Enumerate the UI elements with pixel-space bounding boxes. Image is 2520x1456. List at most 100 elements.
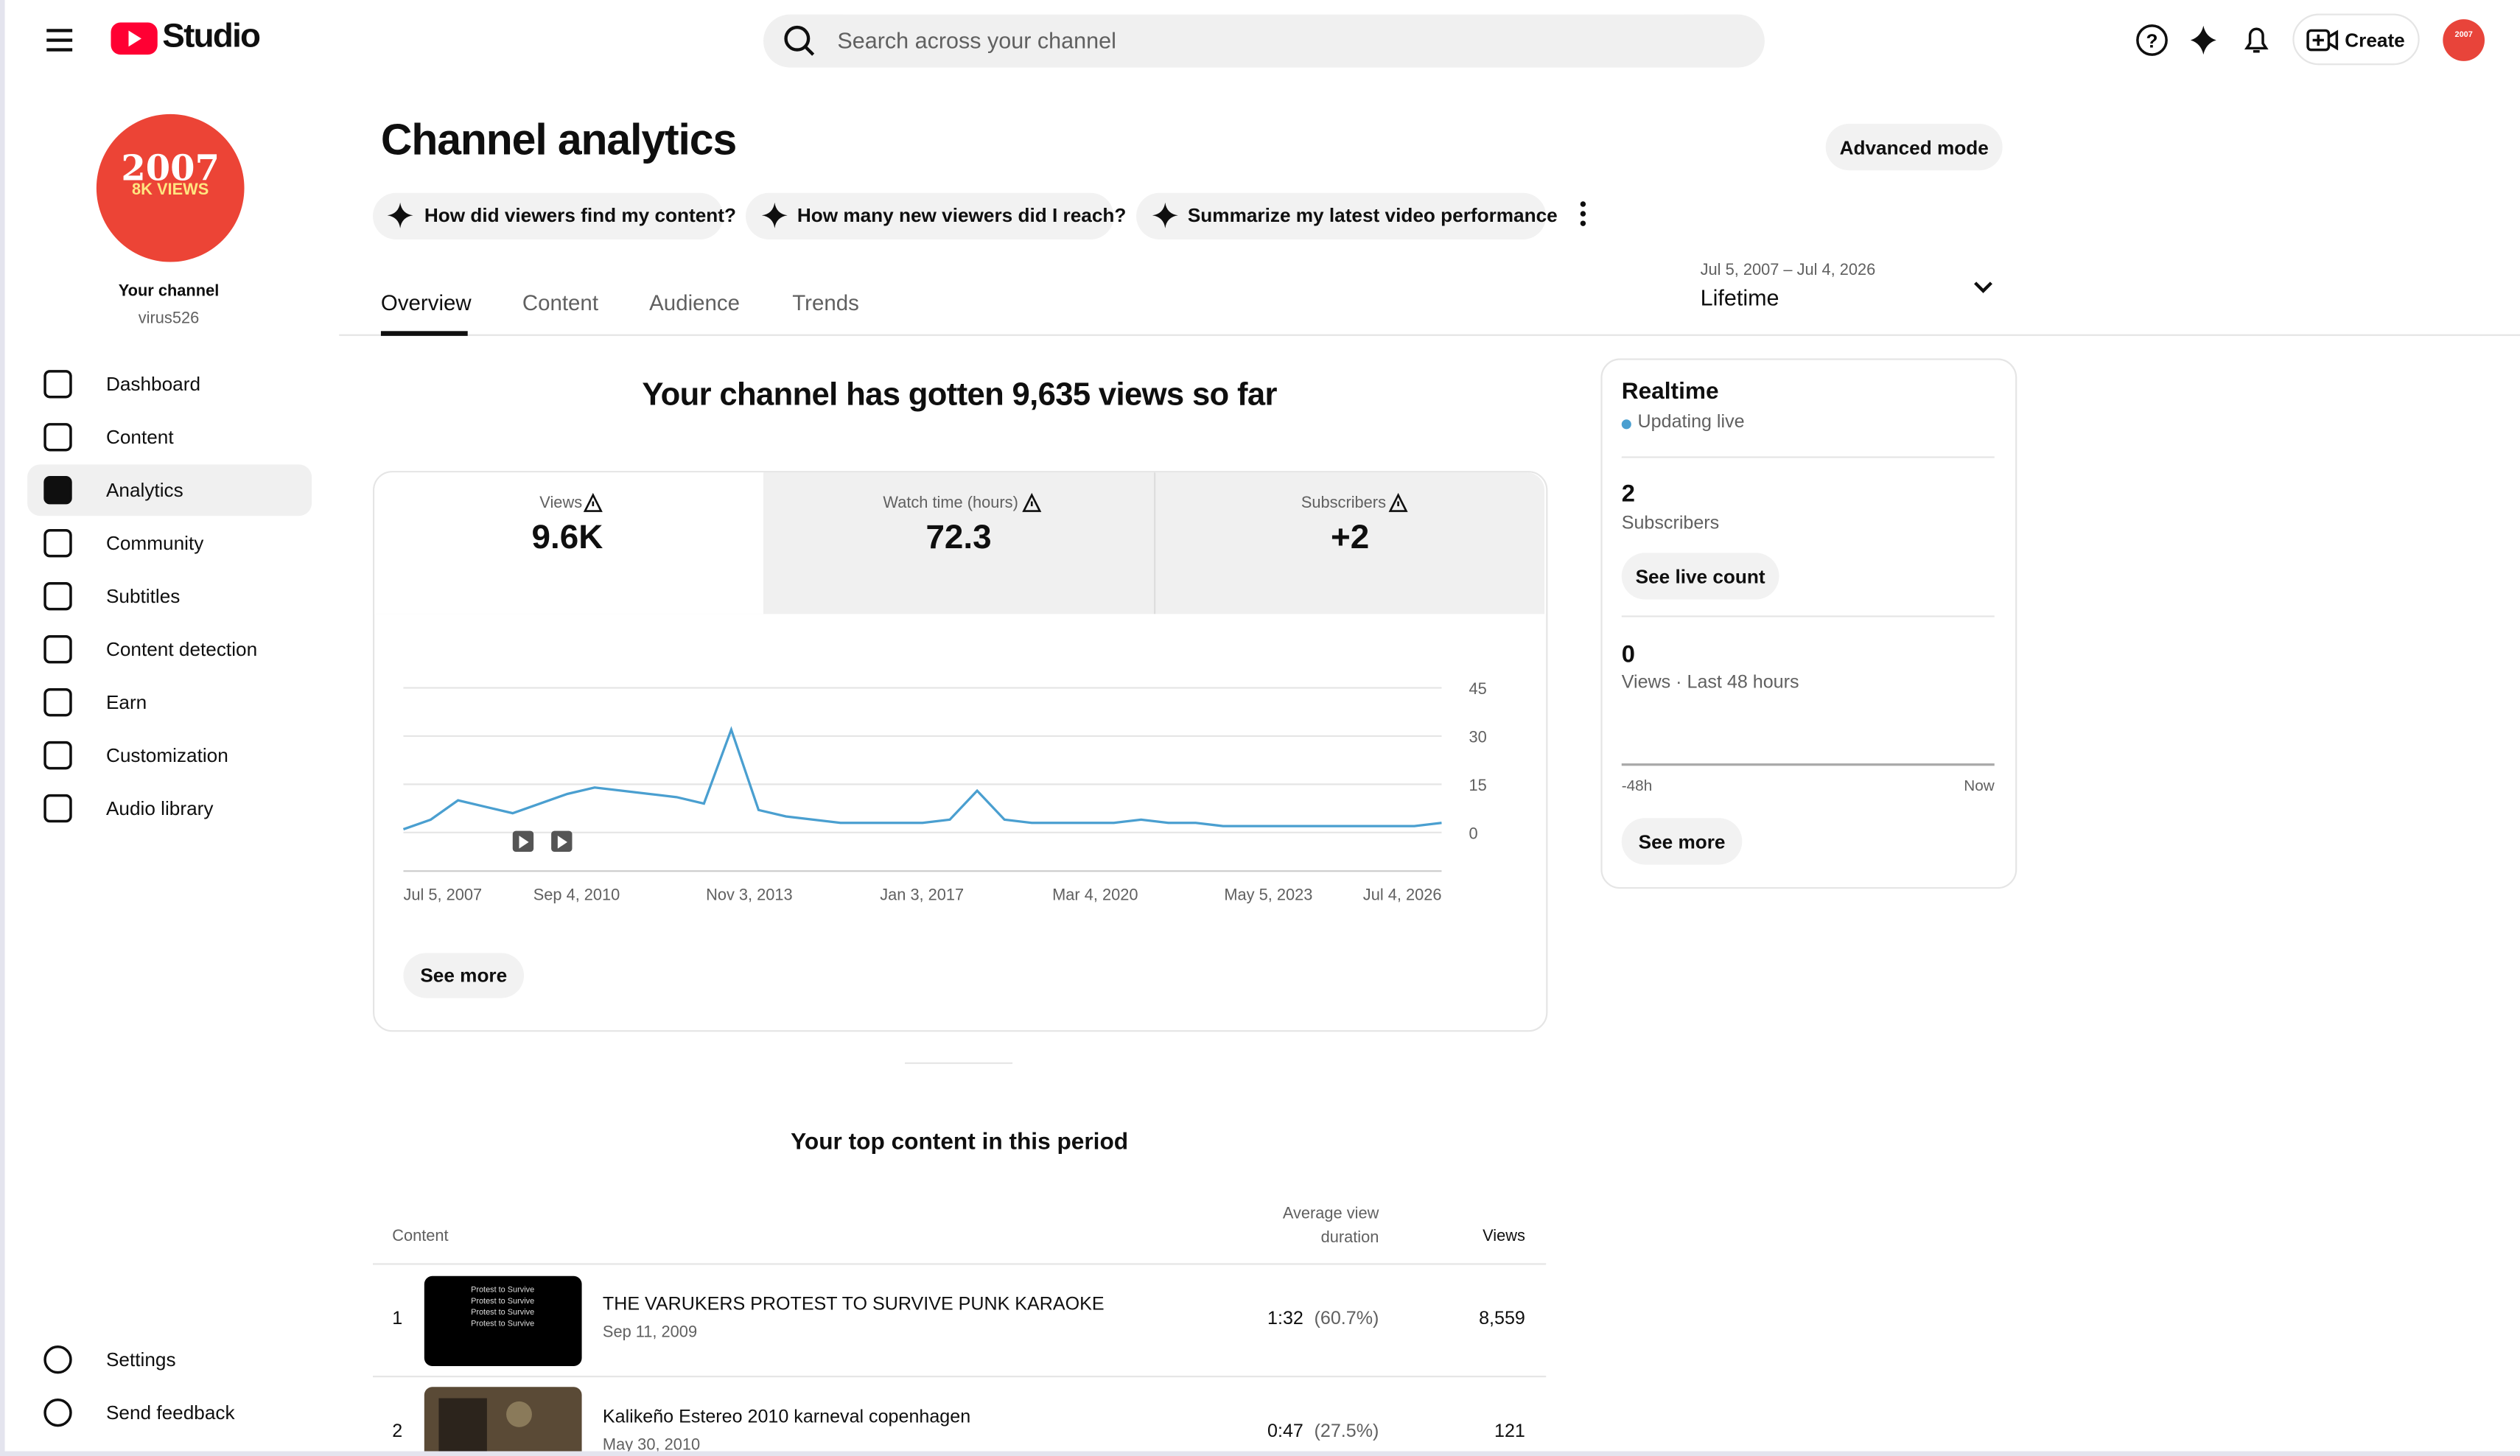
metric-active <box>374 472 764 615</box>
nav-item[interactable]: Analytics <box>105 478 183 502</box>
tab[interactable]: Audience <box>649 290 740 315</box>
realtime-views-label: Views · Last 48 hours <box>1621 673 1799 693</box>
y-tick-label: 0 <box>1469 825 1478 843</box>
thumb-text: Protest to Survive <box>471 1285 535 1295</box>
tab[interactable]: Content <box>522 290 599 315</box>
nav-active <box>27 464 312 517</box>
metric-label[interactable]: Subscribers <box>1301 494 1387 513</box>
views-chart: 0 15 30 45 Jul 5, 2007 Sep 4, 2010 Nov 3, 2013… <box>402 679 1487 903</box>
x-tick-label: Jul 5, 2007 <box>403 885 482 903</box>
video-date: Sep 11, 2009 <box>602 1324 698 1343</box>
realtime-views: 0 <box>1621 641 1635 669</box>
realtime-subs-label: Subscribers <box>1621 514 1720 534</box>
nav-item[interactable]: Audio library <box>105 797 214 820</box>
rank: 1 <box>392 1309 403 1329</box>
channel-label: Your channel <box>118 282 220 301</box>
metric-value[interactable]: 72.3 <box>925 519 992 556</box>
tab[interactable]: Overview <box>380 290 472 315</box>
thumb-text: Protest to Survive <box>471 1308 535 1318</box>
x-tick-label: Mar 4, 2020 <box>1052 885 1138 903</box>
nav-icon <box>43 476 72 505</box>
top-title: Your top content in this period <box>791 1130 1129 1156</box>
metric-value[interactable]: +2 <box>1331 519 1370 556</box>
suggestion-text[interactable]: How did viewers find my content? <box>424 204 737 227</box>
realtime-subs: 2 <box>1621 480 1635 508</box>
summary: Your channel has gotten 9,635 views so f… <box>642 377 1277 413</box>
nav-icon <box>43 529 72 558</box>
axis-end: Now <box>1964 777 1995 796</box>
realtime-status: Updating live <box>1637 413 1745 433</box>
logo-text[interactable]: Studio <box>162 17 261 55</box>
x-tick-label: Sep 4, 2010 <box>533 885 620 903</box>
metric-label[interactable]: Views <box>539 494 583 513</box>
video-marker-play <box>557 836 567 849</box>
x-tick-label: May 5, 2023 <box>1224 885 1312 903</box>
see-more[interactable]: See more <box>403 953 525 998</box>
nav-item[interactable]: Content <box>105 425 174 449</box>
nav-item[interactable]: Community <box>105 531 204 555</box>
suggestion-text[interactable]: Summarize my latest video performance <box>1187 204 1558 227</box>
y-tick-label: 45 <box>1469 679 1487 698</box>
avatar-small-text: 2007 <box>2454 30 2473 41</box>
views: 121 <box>1494 1422 1525 1442</box>
nav-icon <box>43 687 72 717</box>
col-views: Views <box>1483 1228 1525 1246</box>
metric-value[interactable]: 9.6K <box>531 519 603 556</box>
nav-icon <box>43 1399 72 1427</box>
period[interactable]: Lifetime <box>1700 284 1779 310</box>
suggestion-bg <box>373 192 724 239</box>
nav-item[interactable]: Content detection <box>105 637 258 661</box>
metric-label[interactable]: Watch time (hours) <box>883 494 1018 513</box>
page-title: Channel analytics <box>380 116 737 164</box>
nav-icon <box>43 741 72 770</box>
create-label[interactable]: Create <box>2345 29 2405 52</box>
icons: ? <box>46 13 2485 1452</box>
nav-icon <box>43 423 72 452</box>
tabs-border <box>339 334 2520 336</box>
duration-pct: (60.7%) <box>1314 1309 1379 1329</box>
search-placeholder[interactable]: Search across your channel <box>837 27 1116 53</box>
nav-icon <box>43 634 72 664</box>
live-count-btn[interactable]: See live count <box>1621 553 1779 600</box>
col-content: Content <box>392 1228 449 1246</box>
realtime-title: Realtime <box>1621 379 1719 405</box>
suggestion-text[interactable]: How many new viewers did I reach? <box>797 204 1127 227</box>
overview-card <box>373 471 1548 1032</box>
views: 8,559 <box>1479 1309 1525 1329</box>
nav-icon <box>43 370 72 399</box>
nav-item[interactable]: Earn <box>105 690 147 714</box>
tab[interactable]: Trends <box>792 290 859 315</box>
thumb-text: Protest to Survive <box>471 1319 535 1329</box>
nav-item[interactable]: Subtitles <box>105 584 181 608</box>
avatar-line2: 8K VIEWS <box>132 181 209 200</box>
channel-handle: virus526 <box>138 309 200 328</box>
video-date: May 30, 2010 <box>602 1436 701 1455</box>
svg-text:?: ? <box>2146 29 2158 52</box>
nav-item[interactable]: Settings <box>105 1348 176 1371</box>
duration: 0:47 <box>1267 1422 1303 1442</box>
video-marker-play <box>519 836 529 849</box>
duration-pct: (27.5%) <box>1314 1422 1379 1442</box>
video-title[interactable]: THE VARUKERS PROTEST TO SURVIVE PUNK KAR… <box>602 1295 1105 1315</box>
advanced-mode[interactable]: Advanced mode <box>1825 123 2003 171</box>
nav-item[interactable]: Send feedback <box>105 1401 235 1424</box>
avatar-line1: 2007 <box>121 147 220 190</box>
nav-icon <box>43 1345 72 1374</box>
search-box[interactable] <box>763 14 1765 68</box>
col-avd: Average view duration <box>1282 1205 1379 1247</box>
video-title[interactable]: Kalikeño Estereo 2010 karneval copenhage… <box>602 1407 971 1427</box>
nav-icon <box>43 582 72 611</box>
realtime-see-more[interactable]: See more <box>1621 818 1743 865</box>
realtime-card <box>1600 358 2017 889</box>
nav-item[interactable]: Customization <box>105 743 228 767</box>
y-tick-label: 15 <box>1469 776 1487 794</box>
nav-item[interactable]: Dashboard <box>105 373 201 396</box>
thumb-text: Protest to Survive <box>471 1297 535 1307</box>
suggestion-bg <box>746 192 1114 239</box>
views-line <box>402 726 1442 831</box>
axis-start: -48h <box>1621 777 1653 796</box>
x-tick-label: Nov 3, 2013 <box>706 885 793 903</box>
y-tick-label: 30 <box>1469 728 1487 746</box>
date-range[interactable]: Jul 5, 2007 – Jul 4, 2026 <box>1700 262 1876 280</box>
nav-icon <box>43 794 72 823</box>
